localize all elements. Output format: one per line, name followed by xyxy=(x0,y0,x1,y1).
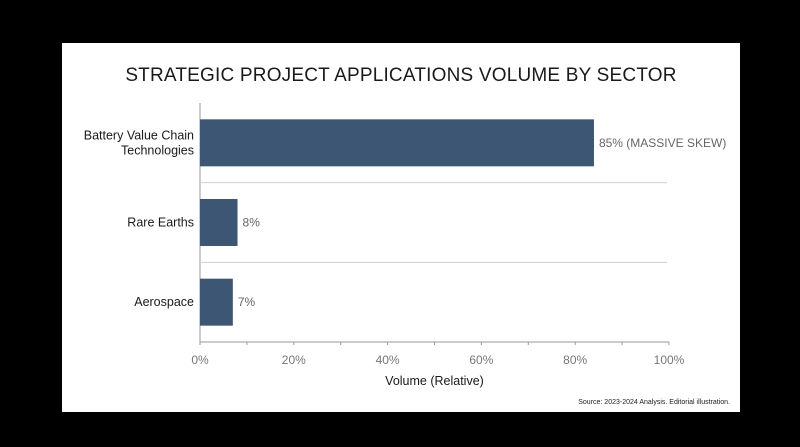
x-axis-title: Volume (Relative) xyxy=(385,374,484,388)
bar xyxy=(200,199,238,246)
category-label: Aerospace xyxy=(134,295,194,309)
data-label: 7% xyxy=(238,295,256,309)
category-label: Technologies xyxy=(121,143,194,157)
x-tick-label: 40% xyxy=(376,353,400,367)
bar xyxy=(200,278,233,326)
category-label: Rare Earths xyxy=(127,216,194,230)
source-note: Source: 2023-2024 Analysis. Editorial il… xyxy=(578,399,730,406)
x-tick-label: 60% xyxy=(469,353,493,367)
data-label: 85% (MASSIVE SKEW) xyxy=(599,136,726,150)
category-label: Battery Value Chain xyxy=(84,128,194,142)
chart-title: STRATEGIC PROJECT APPLICATIONS VOLUME BY… xyxy=(125,65,677,86)
x-tick-label: 20% xyxy=(282,353,306,367)
x-tick-label: 80% xyxy=(563,353,587,367)
bar xyxy=(200,119,594,167)
x-tick-label: 100% xyxy=(654,353,685,367)
x-tick-label: 0% xyxy=(191,353,209,367)
chart-card: STRATEGIC PROJECT APPLICATIONS VOLUME BY… xyxy=(62,43,740,412)
data-label: 8% xyxy=(243,216,261,230)
